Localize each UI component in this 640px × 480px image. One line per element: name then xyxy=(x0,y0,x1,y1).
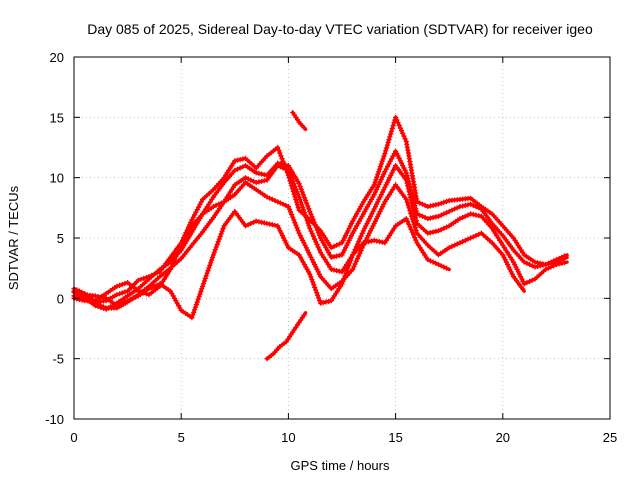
y-tick-label: 20 xyxy=(50,50,64,65)
x-tick-label: 20 xyxy=(496,430,510,445)
series-markers-track-6 xyxy=(264,312,307,362)
x-tick-label: 5 xyxy=(178,430,185,445)
y-tick-label: 5 xyxy=(57,231,64,246)
series-group xyxy=(71,109,569,362)
series-markers-track-7 xyxy=(290,109,307,131)
y-tick-label: -5 xyxy=(52,352,64,367)
x-tick-label: 25 xyxy=(603,430,617,445)
x-tick-label: 0 xyxy=(70,430,77,445)
x-tick-label: 15 xyxy=(388,430,402,445)
y-axis-label: SDTVAR / TECUs xyxy=(6,185,21,290)
x-axis-label: GPS time / hours xyxy=(291,458,390,473)
axis-ticks: 0 5 10 15 20 25 -10 -5 0 5 10 15 20 xyxy=(45,50,617,445)
y-tick-label: 15 xyxy=(50,110,64,125)
y-tick-label: 0 xyxy=(57,291,64,306)
y-tick-label: -10 xyxy=(45,412,64,427)
x-tick-label: 10 xyxy=(281,430,295,445)
y-tick-label: 10 xyxy=(50,171,64,186)
chart-title: Day 085 of 2025, Sidereal Day-to-day VTE… xyxy=(87,21,593,37)
